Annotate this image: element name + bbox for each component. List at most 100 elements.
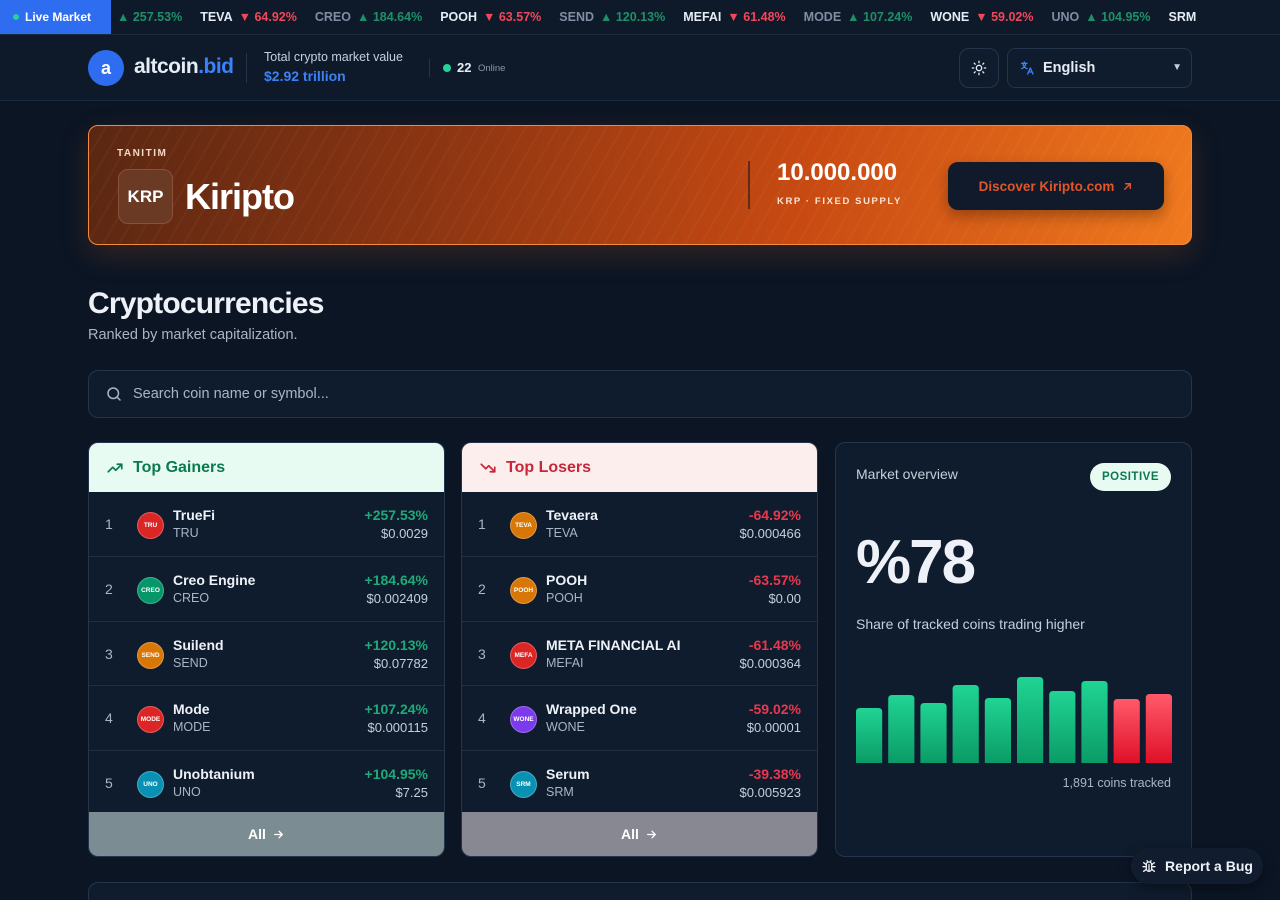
market-value: $2.92 trillion: [264, 68, 346, 84]
promo-banner: TANITIM KRP Kiripto 10.000.000 KRP · FIX…: [88, 125, 1192, 245]
breadth-bar: [888, 695, 915, 763]
coin-logo-icon: SEND: [137, 641, 164, 669]
report-bug-button[interactable]: Report a Bug: [1131, 848, 1263, 884]
coin-rank: 1: [478, 516, 486, 532]
market-ticker: Live Market ▲ 257.53% TEVA ▼ 64.92% CREO ▲ 1…: [0, 0, 1280, 35]
coin-rank: 2: [105, 581, 113, 598]
coin-row[interactable]: 2 CREO Creo Engine CREO +184.64% $0.002409: [89, 556, 444, 620]
ticker-item[interactable]: WONE ▼ 59.02%: [930, 10, 1033, 24]
language-select[interactable]: English ▼: [1007, 48, 1192, 88]
ticker-change: ▲ 104.95%: [1085, 10, 1151, 24]
coin-logo-icon: SRM: [510, 770, 537, 798]
live-dot-icon: [13, 14, 19, 20]
top-losers-header: Top Losers: [462, 443, 817, 492]
ticker-symbol: WONE: [930, 10, 970, 24]
ticker-item[interactable]: SRM: [1168, 10, 1196, 24]
coin-row[interactable]: 3 MEFA META FINANCIAL AI MEFAI -61.48% $0.000…: [462, 620, 817, 685]
coin-logo-icon: UNO: [137, 770, 164, 798]
breadth-bar: [1081, 681, 1108, 763]
page-title: Cryptocurrencies: [88, 287, 324, 320]
ticker-item[interactable]: UNO ▲ 104.95%: [1052, 10, 1151, 24]
coin-rank: 3: [105, 645, 113, 662]
losers-all-label: All: [621, 826, 639, 842]
promo-kicker: TANITIM: [117, 148, 168, 159]
breadth-bar: [1017, 677, 1044, 763]
coin-name: TrueFi: [173, 507, 216, 523]
coin-symbol: TEVA: [546, 526, 578, 540]
trending-up-icon: [107, 462, 123, 473]
sun-icon: [971, 60, 987, 76]
coin-name: Serum: [546, 765, 590, 782]
online-label: Online: [478, 63, 506, 74]
coin-price: $0.07782: [373, 655, 428, 671]
discover-kiripto-button[interactable]: Discover Kiripto.com: [948, 162, 1164, 210]
coin-change: -63.57%: [748, 572, 801, 589]
coin-logo-icon: TEVA: [510, 512, 537, 539]
breadth-bar-chart: [856, 677, 1172, 763]
ticker-item[interactable]: MODE ▲ 107.24%: [804, 10, 913, 24]
coin-price: $7.25: [395, 784, 428, 800]
top-losers-title: Top Losers: [506, 458, 592, 476]
breadth-bar: [952, 685, 979, 763]
bug-icon: [1142, 860, 1156, 872]
ticker-item[interactable]: POOH ▼ 63.57%: [440, 10, 541, 24]
coin-symbol: UNO: [173, 784, 201, 799]
coin-row[interactable]: 5 UNO Unobtanium UNO +104.95% $7.25: [89, 749, 444, 814]
translate-icon: [1021, 61, 1034, 75]
coin-rank: 2: [478, 581, 486, 598]
coin-row[interactable]: 1 TEVA Tevaera TEVA -64.92% $0.000466: [462, 492, 817, 556]
coin-logo-icon: MEFA: [510, 641, 537, 669]
coin-logo-icon: WONE: [510, 706, 537, 734]
ticker-item[interactable]: CREO ▲ 184.64%: [315, 10, 422, 24]
breadth-bar: [920, 703, 947, 763]
coin-name: POOH: [546, 572, 588, 589]
ticker-change: ▼ 61.48%: [727, 10, 786, 24]
coin-row[interactable]: 4 MODE Mode MODE +107.24% $0.000115: [89, 685, 444, 749]
search-input[interactable]: [133, 386, 1033, 402]
ticker-symbol: SEND: [559, 10, 594, 24]
ticker-change: ▲ 120.13%: [600, 10, 666, 24]
logo-mark[interactable]: a: [88, 50, 124, 86]
logo-text[interactable]: altcoin.bid: [134, 55, 234, 79]
ticker-symbol: UNO: [1051, 10, 1080, 24]
positive-share-caption: Share of tracked coins trading higher: [856, 616, 1085, 632]
ticker-item[interactable]: SEND ▲ 120.13%: [559, 10, 665, 24]
breadth-bar: [1049, 691, 1076, 763]
logo-name: altcoin: [134, 55, 199, 78]
ticker-item[interactable]: ▲ 257.53%: [117, 10, 182, 24]
arrow-right-icon: [273, 830, 283, 838]
coin-change: -64.92%: [748, 507, 801, 523]
promo-supply: 10.000.000: [777, 159, 898, 186]
promo-supply-caption: KRP · FIXED SUPPLY: [777, 196, 902, 207]
ticker-item[interactable]: TEVA ▼ 64.92%: [200, 10, 297, 24]
coin-change: +104.95%: [364, 765, 428, 782]
coin-change: -59.02%: [748, 701, 801, 718]
coin-table-card: [88, 882, 1192, 900]
coin-row[interactable]: 1 TRU TrueFi TRU +257.53% $0.0029: [89, 492, 444, 556]
coin-row[interactable]: 5 SRM Serum SRM -39.38% $0.005923: [462, 749, 817, 814]
external-link-icon: [1124, 182, 1132, 190]
live-market-label: Live Market: [25, 10, 92, 24]
ticker-item[interactable]: MEFAI ▼ 61.48%: [683, 10, 785, 24]
breadth-bar: [856, 708, 883, 763]
coin-row[interactable]: 4 WONE Wrapped One WONE -59.02% $0.00001: [462, 685, 817, 749]
gainers-all-button[interactable]: All: [89, 812, 444, 856]
coin-logo-icon: CREO: [137, 577, 164, 605]
theme-toggle-button[interactable]: [959, 48, 999, 88]
top-gainers-list: 1 TRU TrueFi TRU +257.53% $0.0029 2 CREO Creo En…: [89, 492, 444, 814]
coin-symbol: SRM: [546, 784, 574, 799]
ticker-change: ▲ 107.24%: [847, 10, 913, 24]
top-gainers-header: Top Gainers: [89, 443, 444, 492]
market-overview-label: Market overview: [856, 466, 958, 482]
coin-row[interactable]: 3 SEND Suilend SEND +120.13% $0.07782: [89, 620, 444, 685]
coin-price: $0.00001: [746, 720, 801, 736]
ticker-symbol: SRM: [1168, 10, 1197, 24]
coin-row[interactable]: 2 POOH POOH POOH -63.57% $0.00: [462, 556, 817, 620]
coin-price: $0.000115: [367, 720, 429, 736]
gainers-all-label: All: [248, 826, 266, 842]
top-gainers-card: Top Gainers 1 TRU TrueFi TRU +257.53% $0.0029…: [88, 442, 445, 857]
breadth-bar: [1113, 699, 1140, 763]
losers-all-button[interactable]: All: [462, 812, 817, 856]
header-divider: [246, 53, 247, 83]
coin-name: Wrapped One: [546, 701, 637, 718]
